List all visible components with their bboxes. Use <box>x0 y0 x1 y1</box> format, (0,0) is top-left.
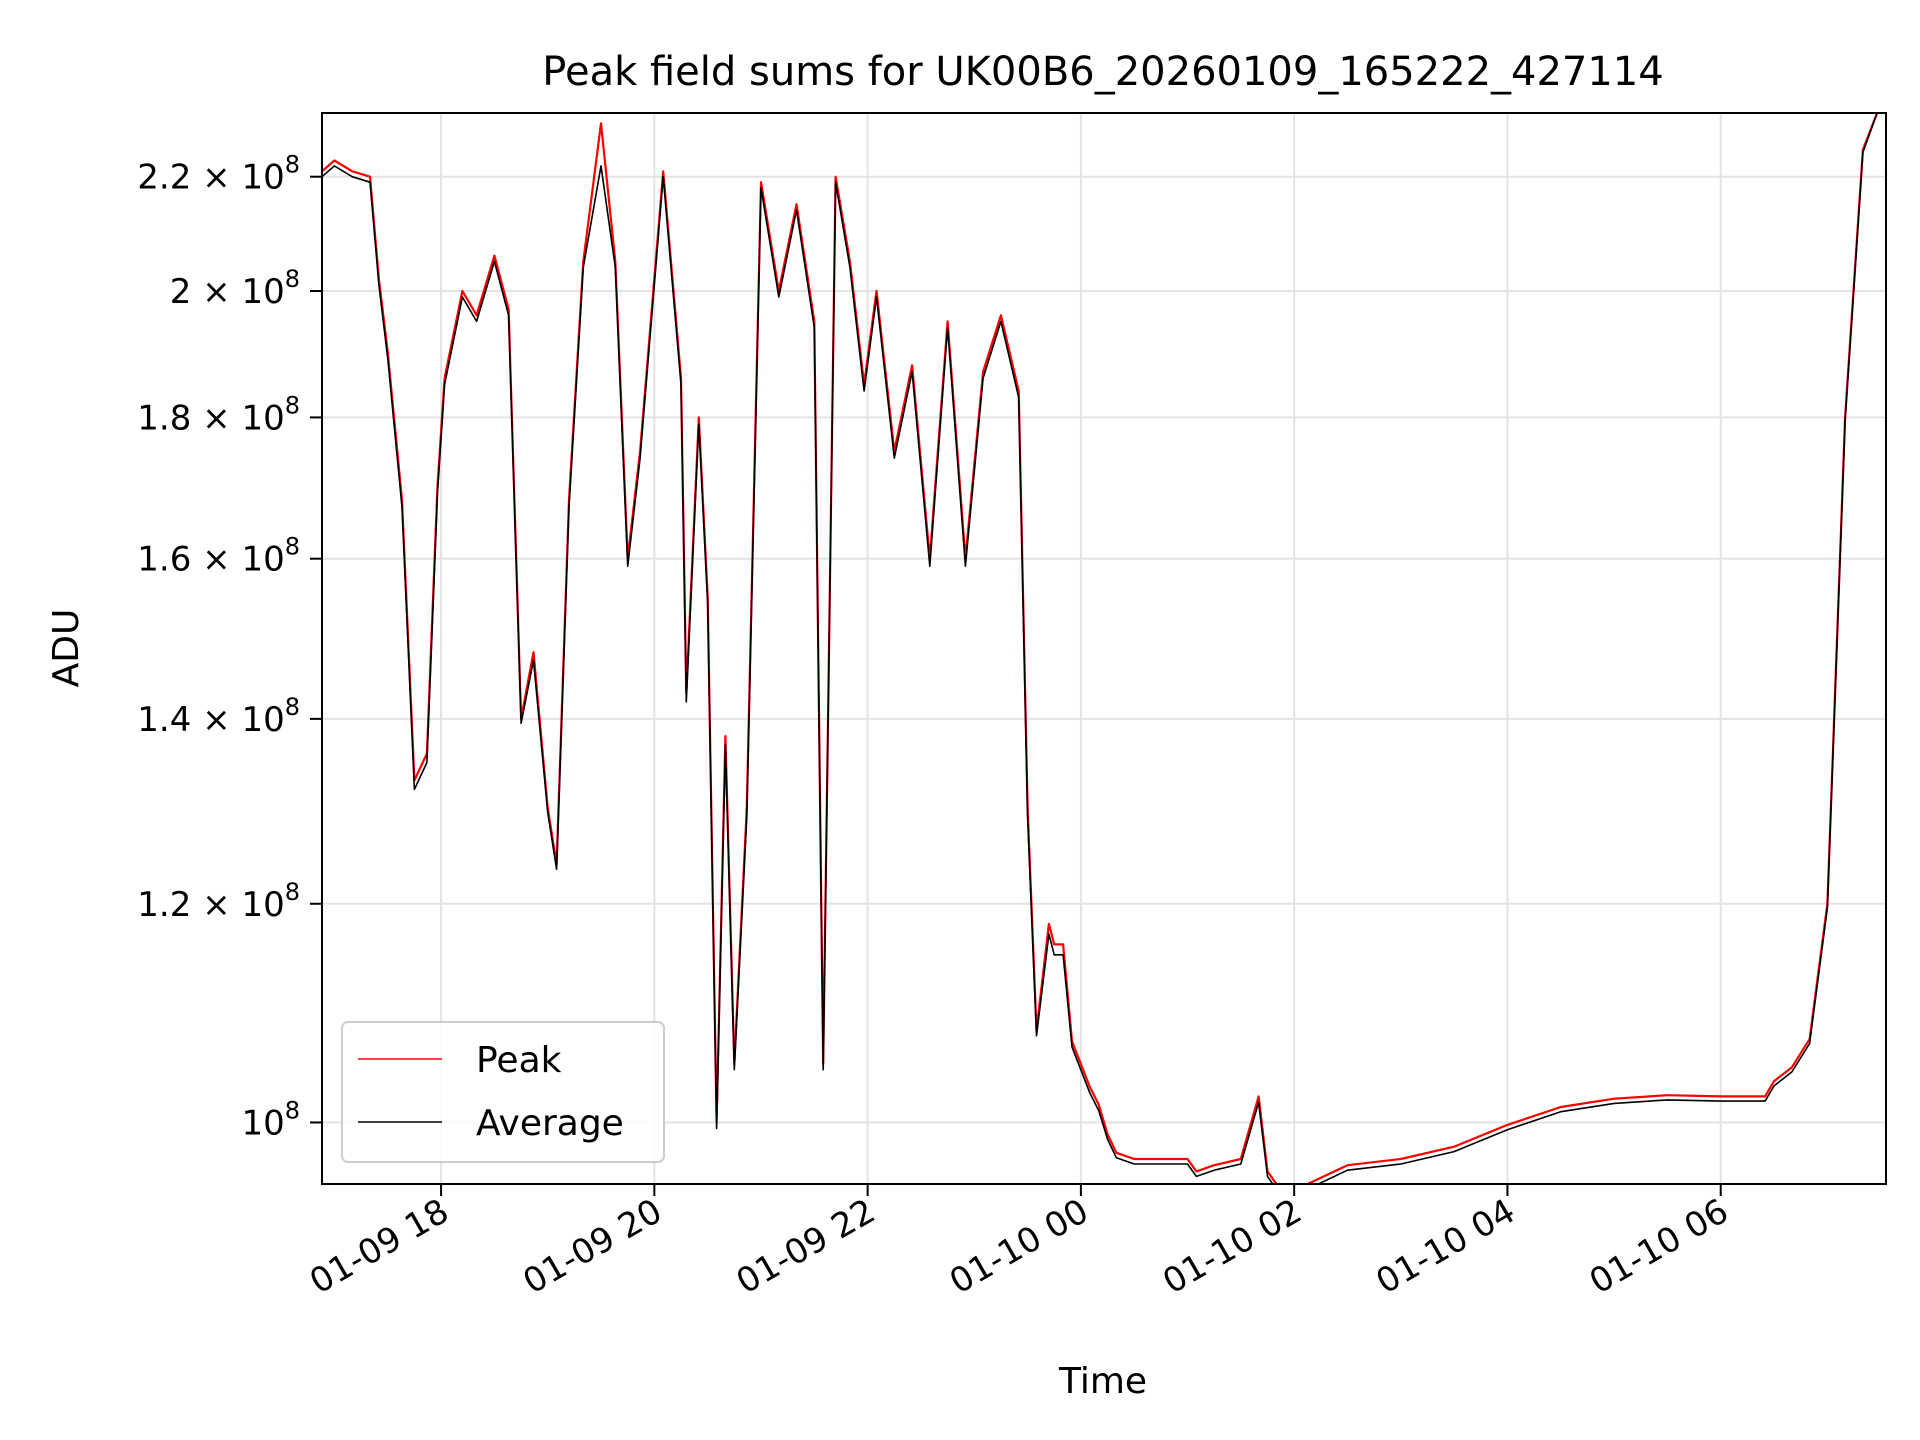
plot-frame <box>321 112 1887 1185</box>
y-tick-label: 2.2 × 108 <box>137 151 300 198</box>
legend-label-peak: Peak <box>476 1040 562 1081</box>
y-tick-label: 1.2 × 108 <box>137 878 300 925</box>
y-tick-label: 1.6 × 108 <box>137 533 300 580</box>
legend-box <box>341 1021 665 1163</box>
y-tick-label: 1.8 × 108 <box>137 391 300 438</box>
legend-label-average: Average <box>476 1103 624 1144</box>
legend: Peak Average <box>341 1021 665 1163</box>
y-tick-label: 108 <box>241 1096 300 1143</box>
y-axis-label: ADU <box>46 609 87 688</box>
y-tick-label: 1.4 × 108 <box>137 693 300 740</box>
chart-title: Peak field sums for UK00B6_20260109_1652… <box>542 49 1663 95</box>
series-layer <box>322 113 1879 1184</box>
y-axis-ticks: 108 1.2 × 108 1.4 × 108 1.6 × 108 1.8 × 108 2… <box>137 151 322 1143</box>
y-tick-label: 2 × 108 <box>170 265 300 312</box>
series-line-average <box>322 113 1878 1184</box>
x-axis-label: Time <box>1058 1361 1147 1402</box>
